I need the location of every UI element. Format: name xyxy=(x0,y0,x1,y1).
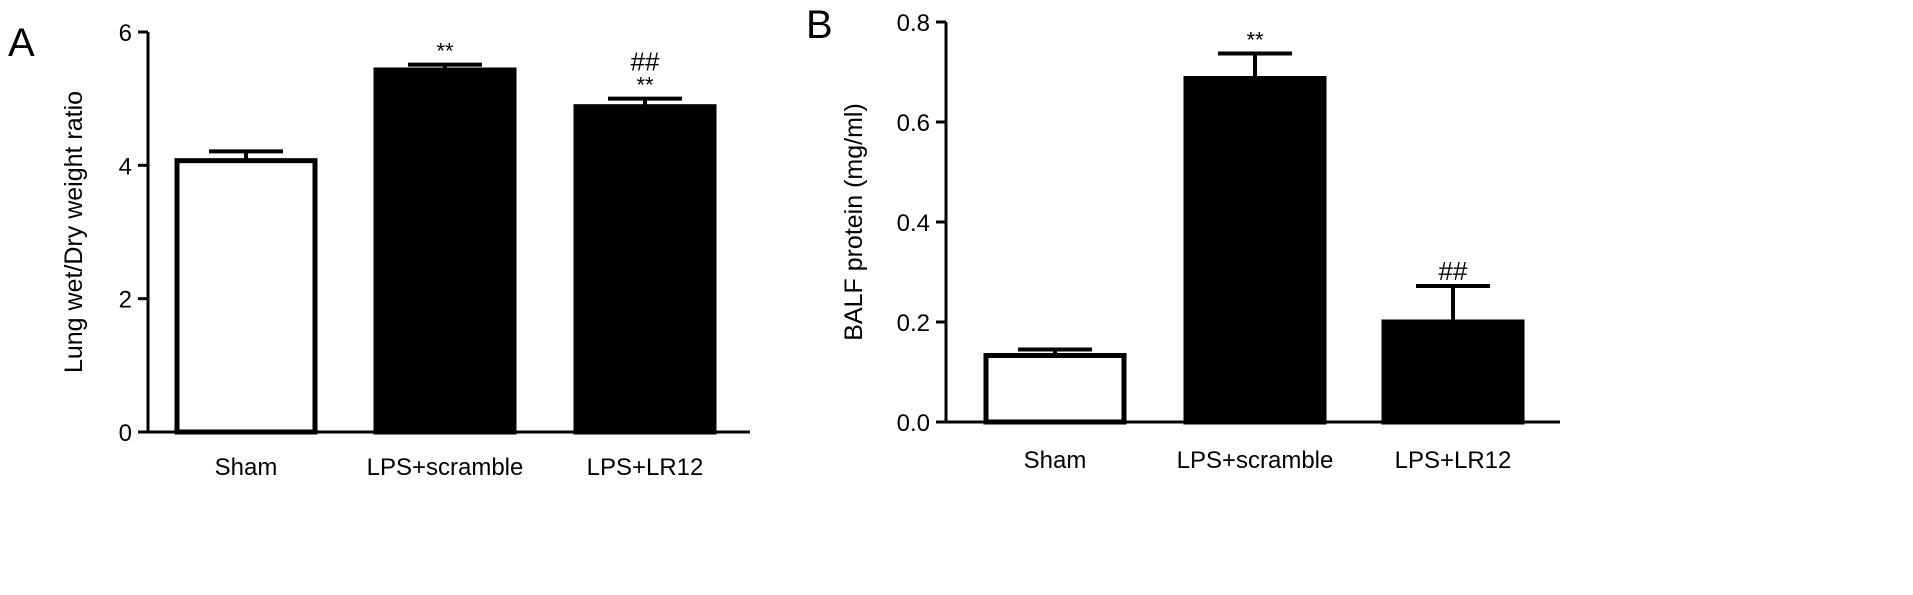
panel-a-y-axis-title: Lung wet/Dry weight ratio xyxy=(60,91,88,373)
panel-b-significance-mark: ** xyxy=(1246,28,1264,53)
panel-b-bar-lps-scramble xyxy=(1183,76,1327,425)
panel-a-significance-mark: ## xyxy=(631,47,660,77)
panel-a-significance-mark: ** xyxy=(436,39,454,64)
panel-a-category-label: Sham xyxy=(215,454,278,481)
panel-b-category-label: Sham xyxy=(1024,447,1087,474)
panel-b-category-label: LPS+scramble xyxy=(1177,447,1334,474)
panel-b-y-tick-label: 0.4 xyxy=(897,210,930,237)
panel-b-category-label: LPS+LR12 xyxy=(1395,447,1512,474)
panel-a-y-tick-label: 2 xyxy=(119,287,132,314)
panel-a-bar-lps-scramble xyxy=(373,67,517,435)
panel-b-letter: B xyxy=(806,3,833,47)
panel-a-letter: A xyxy=(8,21,35,65)
panel-b-y-axis-title: BALF protein (mg/ml) xyxy=(840,103,868,341)
panel-a-y-tick-label: 6 xyxy=(119,20,132,47)
panel-a: A 0 2 4 6 Lung wet/Dry weight ratio Sham ** LPS+… xyxy=(8,20,750,481)
panel-b: B 0.0 0.2 0.4 0.6 0.8 BALF protein (mg/ml) Sham… xyxy=(806,3,1560,474)
panel-b-y-tick-label: 0.6 xyxy=(897,110,930,137)
panel-b-y-tick-label: 0.0 xyxy=(897,410,930,437)
panel-a-bar-sham xyxy=(174,158,318,435)
panel-a-significance-mark: ** xyxy=(636,73,654,98)
panel-b-y-tick-label: 0.8 xyxy=(897,10,930,37)
panel-b-bar-sham xyxy=(983,353,1127,425)
panel-a-y-tick-label: 4 xyxy=(119,153,132,180)
panel-a-y-tick-label: 0 xyxy=(119,420,132,447)
panel-b-bar-lps-lr12 xyxy=(1381,319,1525,425)
panel-a-bar-lps-lr12 xyxy=(573,104,717,435)
panel-a-category-label: LPS+LR12 xyxy=(587,454,704,481)
panel-b-y-tick-label: 0.2 xyxy=(897,310,930,337)
panel-a-category-label: LPS+scramble xyxy=(367,454,524,481)
panel-b-significance-mark: ## xyxy=(1439,256,1468,286)
